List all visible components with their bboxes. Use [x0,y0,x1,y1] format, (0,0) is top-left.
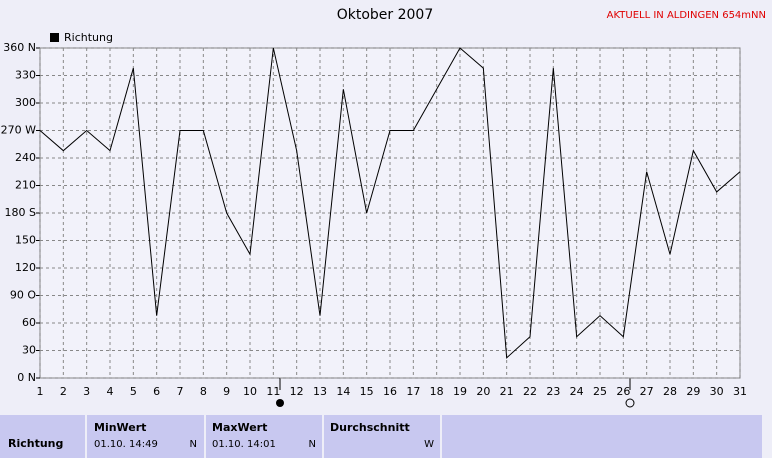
table-cell: Richtung [8,437,63,450]
x-tick-label: 2 [60,385,67,398]
x-tick-label: 29 [686,385,700,398]
table-cell: W [424,439,434,450]
x-tick-label: 27 [640,385,654,398]
x-tick-label: 5 [130,385,137,398]
x-tick-label: 7 [177,385,184,398]
x-tick-label: 23 [546,385,560,398]
y-tick-label: 60 [22,316,36,329]
moon-icon [625,398,635,408]
table-header: MaxWert [212,421,267,434]
x-tick-label: 22 [523,385,537,398]
x-tick-label: 16 [383,385,397,398]
x-tick-label: 19 [453,385,467,398]
table-cell: N [309,439,316,450]
x-tick-label: 14 [336,385,350,398]
subtitle: AKTUELL IN ALDINGEN 654mNN [607,10,766,21]
x-tick-label: 15 [360,385,374,398]
table-header: Durchschnitt [330,421,410,434]
x-tick-label: 26 [616,385,630,398]
x-tick-label: 9 [223,385,230,398]
x-tick-label: 17 [406,385,420,398]
legend-label: Richtung [64,31,113,44]
x-tick-label: 8 [200,385,207,398]
y-tick-label: 360 N [3,41,36,54]
y-tick-label: 270 W [1,124,36,137]
x-tick-label: 13 [313,385,327,398]
x-tick-label: 12 [290,385,304,398]
x-tick-label: 25 [593,385,607,398]
y-tick-label: 150 [15,234,36,247]
moon-icon [276,399,284,407]
data-line [39,47,741,359]
y-tick-label: 30 [22,344,36,357]
x-tick-label: 6 [153,385,160,398]
y-tick-label: 120 [15,261,36,274]
x-tick-label: 31 [733,385,747,398]
x-tick-label: 21 [500,385,514,398]
x-tick-label: 3 [83,385,90,398]
table-cell: 01.10. 14:49 [94,439,158,450]
table-cell: 01.10. 14:01 [212,439,276,450]
chart-title: Oktober 2007 [337,7,434,23]
table-cell: N [190,439,197,450]
y-tick-label: 180 S [5,206,36,219]
x-tick-label: 10 [243,385,257,398]
table-panel [0,415,762,458]
y-tick-label: 210 [15,179,36,192]
x-tick-label: 4 [107,385,114,398]
y-tick-label: 90 O [10,289,36,302]
x-tick-label: 11 [266,385,280,398]
table-header: MinWert [94,421,146,434]
legend-swatch [50,33,59,42]
y-tick-label: 300 [15,96,36,109]
x-tick-label: 20 [476,385,490,398]
y-tick-label: 330 [15,69,36,82]
x-tick-label: 30 [710,385,724,398]
x-tick-label: 18 [430,385,444,398]
y-tick-label: 0 N [17,371,36,384]
y-tick-label: 240 [15,151,36,164]
x-tick-label: 24 [570,385,584,398]
x-tick-label: 28 [663,385,677,398]
x-tick-label: 1 [37,385,44,398]
